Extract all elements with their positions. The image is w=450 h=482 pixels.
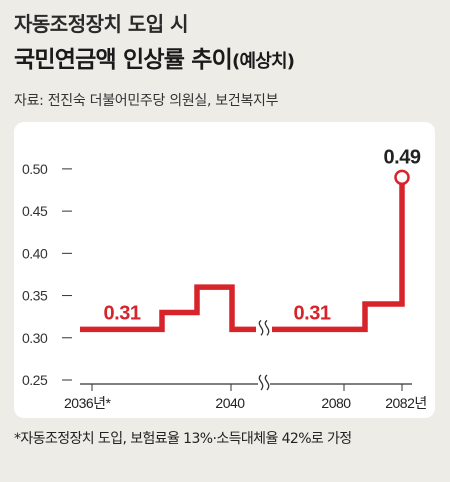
chart-title-text: 국민연금액 인상률 추이: [14, 47, 233, 73]
x-axis-break: [264, 374, 270, 391]
chart-panel: 0.25 0.30 0.35 0.40 0.45 0.50 2036년* 2040 2080 20…: [14, 122, 435, 418]
y-tick-label: 0.50: [22, 161, 48, 177]
x-tick-label: 2040: [215, 395, 245, 411]
chart-title: 국민연금액 인상률 추이(예상치): [14, 40, 295, 74]
x-tick-label: 2082년: [385, 395, 427, 411]
data-label: 0.31: [104, 302, 141, 324]
y-tick-label: 0.45: [22, 203, 48, 219]
data-label: 0.31: [294, 302, 331, 324]
y-tick-label: 0.40: [22, 245, 48, 261]
y-tick-label: 0.25: [22, 372, 48, 388]
data-label: 0.49: [384, 146, 421, 168]
x-tick-label: 2036년*: [64, 395, 112, 411]
end-point-marker: [394, 169, 410, 186]
source-note: 자료: 전진숙 더불어민주당 의원실, 보건복지부: [14, 93, 279, 109]
chart-title-suffix: (예상치): [232, 51, 295, 72]
series-break: [264, 319, 270, 336]
x-axis-break: [258, 374, 264, 391]
series-line-before-break: [80, 284, 256, 333]
chart-subtitle: 자동조정장치 도입 시: [14, 12, 189, 36]
footnote: *자동조정장치 도입, 보험료율 13%·소득대체율 42%로 가정: [14, 431, 352, 447]
y-tick-label: 0.30: [22, 330, 48, 346]
y-tick-label: 0.35: [22, 288, 48, 304]
line-chart: 0.25 0.30 0.35 0.40 0.45 0.50 2036년* 2040 2080 20…: [22, 146, 427, 411]
x-tick-label: 2080: [321, 395, 351, 411]
series-line-after-break: [272, 177, 405, 333]
series-break: [258, 319, 264, 336]
